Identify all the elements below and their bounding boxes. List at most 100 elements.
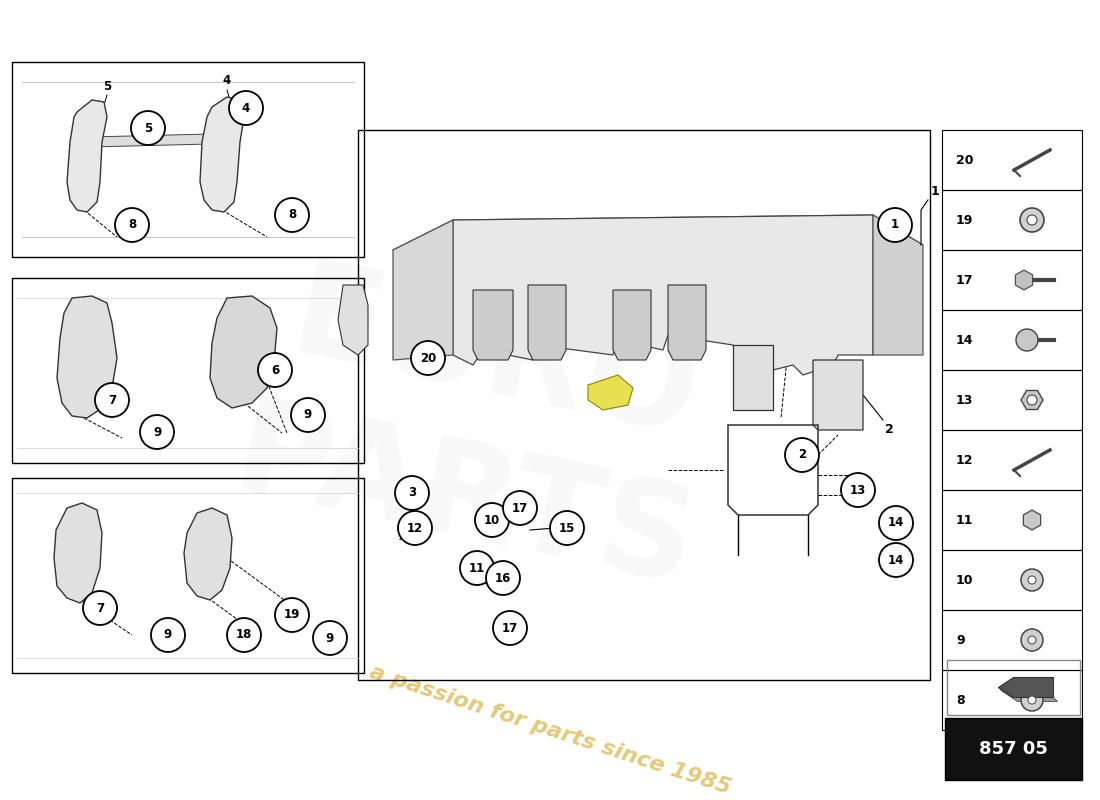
Bar [942, 670, 1082, 730]
Circle shape [1028, 636, 1036, 644]
Text: 9: 9 [304, 409, 312, 422]
Text: 18: 18 [235, 629, 252, 642]
Bar [12, 478, 364, 673]
Circle shape [116, 208, 148, 242]
Text: 12: 12 [956, 454, 974, 466]
Bar [942, 370, 1082, 430]
Circle shape [460, 551, 494, 585]
Polygon shape [613, 290, 651, 360]
Circle shape [879, 506, 913, 540]
Text: EURO
PARTS: EURO PARTS [223, 247, 737, 613]
Circle shape [503, 491, 537, 525]
Text: 16: 16 [495, 571, 512, 585]
Text: 13: 13 [850, 483, 866, 497]
Text: 9: 9 [326, 631, 334, 645]
Text: 8: 8 [128, 218, 136, 231]
Text: 11: 11 [469, 562, 485, 574]
Bar [945, 718, 1082, 780]
Polygon shape [210, 296, 277, 408]
Text: 1: 1 [891, 218, 899, 231]
Bar [12, 278, 364, 463]
Circle shape [227, 618, 261, 652]
Bar [947, 660, 1080, 715]
Circle shape [398, 511, 432, 545]
Text: 14: 14 [888, 517, 904, 530]
Polygon shape [57, 296, 117, 418]
Circle shape [131, 111, 165, 145]
Polygon shape [67, 100, 107, 212]
Text: 6: 6 [271, 363, 279, 377]
Polygon shape [999, 687, 1057, 702]
Text: 10: 10 [956, 574, 974, 586]
Polygon shape [813, 360, 864, 430]
Bar [942, 490, 1082, 550]
Circle shape [275, 198, 309, 232]
Polygon shape [338, 285, 368, 355]
Circle shape [395, 476, 429, 510]
Circle shape [275, 598, 309, 632]
Polygon shape [393, 220, 453, 360]
Text: 8: 8 [288, 209, 296, 222]
Text: 4: 4 [242, 102, 250, 114]
Text: 20: 20 [420, 351, 436, 365]
Text: 3: 3 [408, 486, 416, 499]
Circle shape [411, 341, 446, 375]
Text: 17: 17 [956, 274, 974, 286]
Circle shape [842, 473, 874, 507]
Circle shape [1021, 629, 1043, 651]
Polygon shape [588, 375, 632, 410]
Circle shape [785, 438, 820, 472]
Circle shape [151, 618, 185, 652]
Text: 17: 17 [502, 622, 518, 634]
Text: 2: 2 [798, 449, 806, 462]
Circle shape [1016, 329, 1038, 351]
Circle shape [878, 208, 912, 242]
Circle shape [1027, 395, 1037, 405]
Text: 1: 1 [931, 185, 939, 198]
Bar [358, 130, 930, 680]
Text: a passion for parts since 1985: a passion for parts since 1985 [367, 662, 733, 798]
Text: 9: 9 [153, 426, 161, 438]
Text: 14: 14 [888, 554, 904, 566]
Text: 13: 13 [956, 394, 974, 406]
Circle shape [258, 353, 292, 387]
Text: 12: 12 [407, 522, 424, 534]
Text: 857 05: 857 05 [979, 740, 1048, 758]
Bar [942, 190, 1082, 250]
Circle shape [486, 561, 520, 595]
Text: 11: 11 [956, 514, 974, 526]
Circle shape [95, 383, 129, 417]
Circle shape [1021, 569, 1043, 591]
Text: 17: 17 [512, 502, 528, 514]
Polygon shape [668, 285, 706, 360]
Bar [942, 250, 1082, 310]
Text: 7: 7 [96, 602, 104, 614]
Bar [942, 430, 1082, 490]
Polygon shape [184, 508, 232, 600]
Circle shape [229, 91, 263, 125]
Polygon shape [873, 215, 923, 355]
Text: 5: 5 [103, 80, 111, 93]
Polygon shape [453, 215, 873, 375]
Polygon shape [999, 678, 1054, 698]
Bar [942, 550, 1082, 610]
Text: 19: 19 [284, 609, 300, 622]
Circle shape [1027, 215, 1037, 225]
Text: 2: 2 [886, 423, 893, 436]
Text: 10: 10 [484, 514, 500, 526]
Circle shape [475, 503, 509, 537]
Circle shape [550, 511, 584, 545]
Text: 19: 19 [956, 214, 974, 226]
Polygon shape [54, 503, 102, 603]
Bar [942, 310, 1082, 370]
Circle shape [1021, 689, 1043, 711]
Circle shape [1028, 576, 1036, 584]
Text: 4: 4 [223, 74, 231, 87]
Text: 9: 9 [164, 629, 172, 642]
Circle shape [879, 543, 913, 577]
Text: 7: 7 [108, 394, 117, 406]
Polygon shape [90, 134, 210, 147]
Circle shape [140, 415, 174, 449]
Polygon shape [473, 290, 513, 360]
Polygon shape [1021, 390, 1043, 410]
